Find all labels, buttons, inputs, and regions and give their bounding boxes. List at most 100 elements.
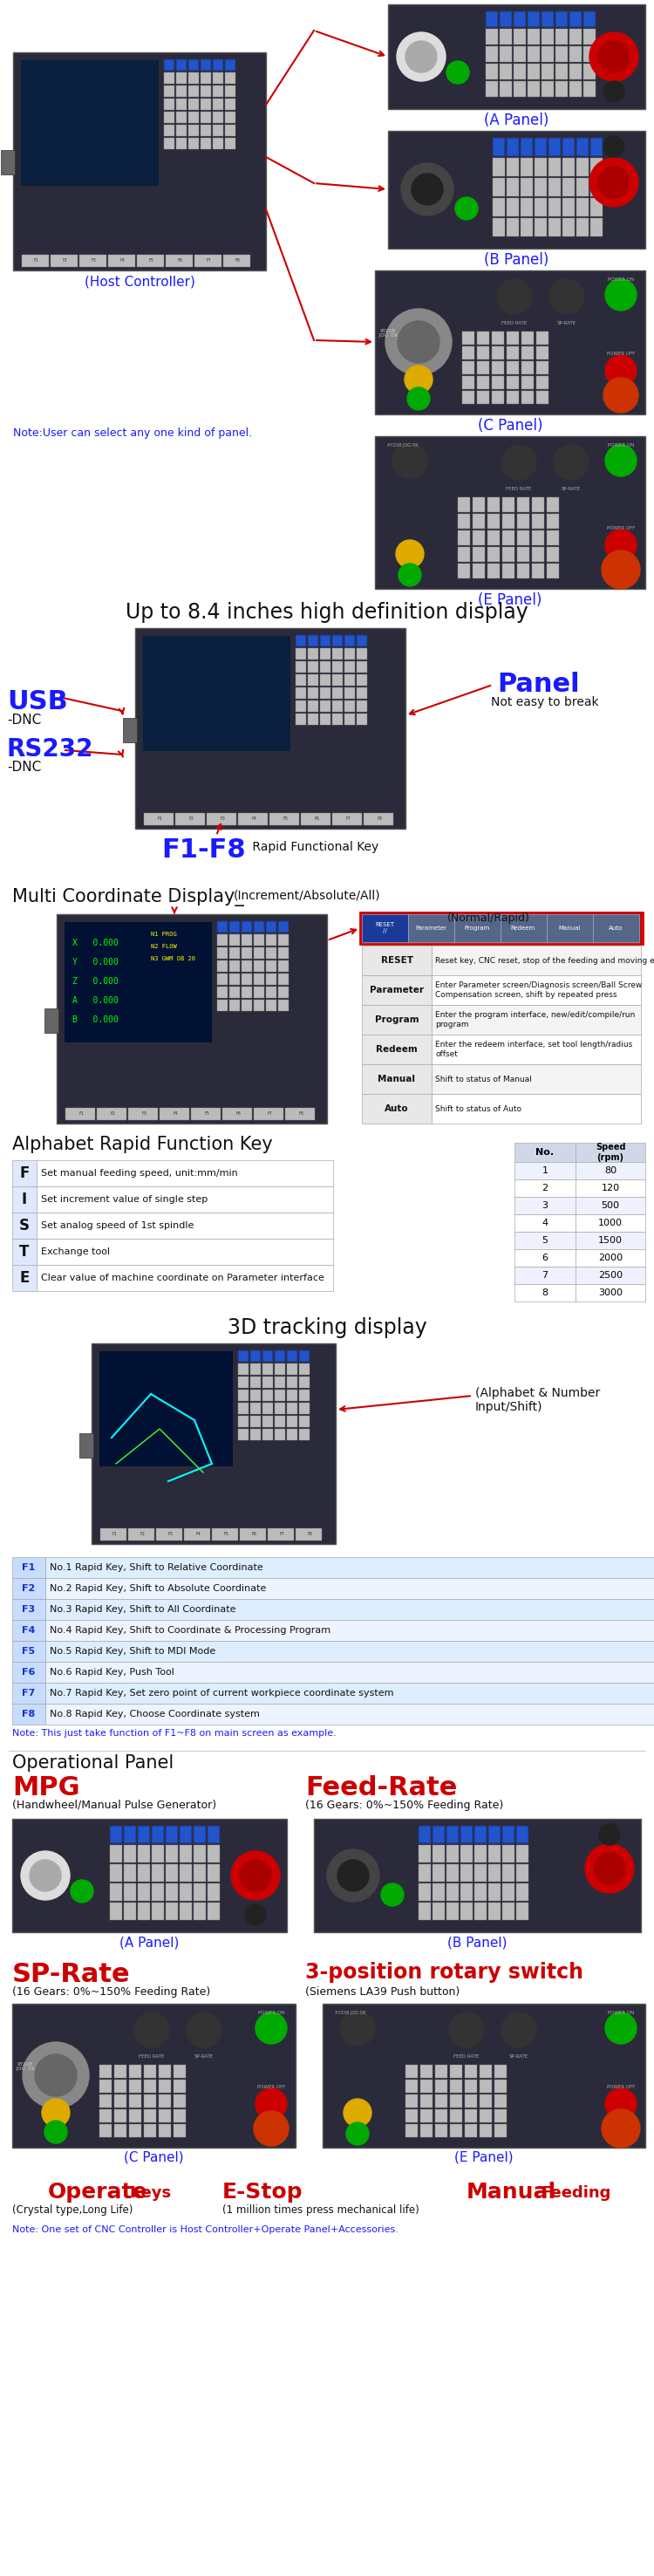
Bar (165, 255, 193, 268)
Text: XYZAB JOG OK: XYZAB JOG OK (387, 443, 418, 448)
Bar (217, 922, 228, 933)
Text: Enter the redeem interface, set tool length/radius
offset: Enter the redeem interface, set tool len… (435, 1041, 632, 1059)
Bar (238, 1350, 249, 1363)
Bar (50, 255, 78, 268)
Bar (278, 935, 288, 945)
Circle shape (381, 1883, 404, 1906)
Bar (99, 1350, 233, 1466)
Text: S: S (19, 1218, 29, 1234)
Bar (142, 636, 290, 752)
Bar (129, 2125, 141, 2138)
Bar (576, 1162, 645, 1180)
Bar (287, 1376, 298, 1388)
Bar (238, 1363, 249, 1376)
Bar (173, 2094, 186, 2107)
Bar (465, 2110, 477, 2123)
Bar (45, 1620, 654, 1641)
Bar (555, 10, 568, 26)
Bar (576, 1180, 645, 1198)
Bar (217, 948, 228, 958)
Bar (492, 139, 505, 157)
Bar (494, 2066, 507, 2079)
Text: (A Panel): (A Panel) (119, 1935, 179, 1950)
Bar (275, 1388, 285, 1401)
Bar (230, 935, 240, 945)
Bar (532, 564, 544, 580)
Circle shape (71, 1880, 94, 1904)
Bar (12, 1620, 45, 1641)
Bar (515, 1249, 576, 1267)
Text: N1 PROG: N1 PROG (151, 933, 177, 938)
Text: FEED RATE: FEED RATE (502, 322, 527, 325)
Bar (275, 1350, 285, 1363)
Bar (238, 1417, 249, 1427)
Bar (536, 361, 549, 374)
Bar (13, 52, 266, 270)
Bar (576, 139, 589, 157)
Bar (63, 922, 212, 1043)
Bar (250, 1350, 261, 1363)
Bar (254, 948, 264, 958)
Bar (173, 2079, 186, 2092)
Bar (356, 675, 367, 685)
Bar (138, 1826, 150, 1844)
Bar (500, 64, 512, 80)
Bar (12, 1662, 45, 1682)
Bar (521, 345, 534, 361)
Text: F5: F5 (22, 1646, 35, 1656)
Bar (217, 961, 228, 971)
Bar (217, 999, 228, 1010)
Bar (45, 1556, 654, 1579)
Bar (502, 1883, 515, 1901)
Bar (465, 2094, 477, 2107)
Bar (534, 139, 547, 157)
Bar (528, 10, 540, 26)
Text: (B Panel): (B Panel) (484, 252, 549, 268)
Bar (180, 1904, 192, 1919)
Bar (479, 2066, 492, 2079)
Bar (287, 1417, 298, 1427)
Bar (124, 1826, 136, 1844)
Text: F2: F2 (139, 1533, 145, 1538)
Circle shape (256, 2012, 287, 2043)
Bar (536, 332, 549, 345)
Bar (547, 546, 559, 562)
Bar (230, 922, 240, 933)
Circle shape (594, 1852, 625, 1883)
Circle shape (585, 1844, 634, 1893)
Text: POWER ON: POWER ON (608, 278, 634, 281)
Bar (570, 46, 581, 62)
Bar (308, 649, 318, 659)
Text: SP-RATE: SP-RATE (562, 487, 581, 492)
Bar (225, 59, 235, 70)
Bar (184, 1528, 210, 1540)
Bar (502, 1826, 515, 1844)
Bar (486, 10, 498, 26)
Bar (238, 1376, 249, 1388)
Bar (473, 513, 485, 528)
Circle shape (385, 309, 452, 376)
Bar (176, 85, 186, 98)
Bar (250, 1417, 261, 1427)
Bar (12, 1239, 37, 1265)
Bar (432, 1095, 641, 1123)
Circle shape (604, 137, 625, 157)
Bar (465, 2066, 477, 2079)
Bar (555, 64, 568, 80)
Bar (250, 1376, 261, 1388)
Bar (296, 675, 306, 685)
Bar (487, 564, 500, 580)
Bar (576, 198, 589, 216)
Bar (262, 1363, 273, 1376)
Text: (C Panel): (C Panel) (477, 417, 543, 433)
Bar (128, 1108, 158, 1121)
Bar (79, 1432, 94, 1458)
Bar (489, 1826, 500, 1844)
Bar (144, 2125, 156, 2138)
Bar (536, 392, 549, 404)
Bar (254, 935, 264, 945)
Bar (345, 701, 355, 711)
Circle shape (605, 2089, 636, 2120)
Bar (12, 1703, 45, 1723)
Bar (173, 2125, 186, 2138)
